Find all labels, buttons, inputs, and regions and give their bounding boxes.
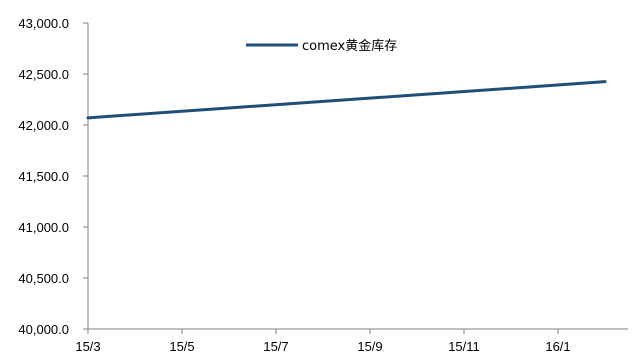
- x-tick-label: 15/11: [448, 339, 480, 354]
- y-tick-label: 43,000.0: [18, 16, 69, 31]
- series-line: [86, 80, 607, 120]
- y-tick-label: 42,000.0: [18, 118, 69, 133]
- y-tick-label: 41,000.0: [18, 220, 69, 235]
- y-ticks: 40,000.0 40,500.0 41,000.0 41,500.0 42,000.0…: [18, 16, 88, 337]
- series-layer: [86, 80, 607, 120]
- x-ticks: 15/3 15/5 15/7 15/9 15/11 16/1: [75, 329, 571, 354]
- x-tick-label: 15/3: [75, 339, 100, 354]
- legend-label: comex黄金库存: [302, 38, 397, 54]
- y-tick-label: 40,500.0: [18, 271, 69, 286]
- axes: [87, 23, 628, 330]
- legend: comex黄金库存: [246, 38, 397, 54]
- x-tick-label: 15/9: [357, 339, 382, 354]
- x-tick-label: 15/7: [263, 339, 288, 354]
- y-tick-label: 41,500.0: [18, 169, 69, 184]
- x-tick-label: 16/1: [545, 339, 570, 354]
- y-tick-label: 42,500.0: [18, 67, 69, 82]
- x-tick-label: 15/5: [169, 339, 194, 354]
- y-tick-label: 40,000.0: [18, 322, 69, 337]
